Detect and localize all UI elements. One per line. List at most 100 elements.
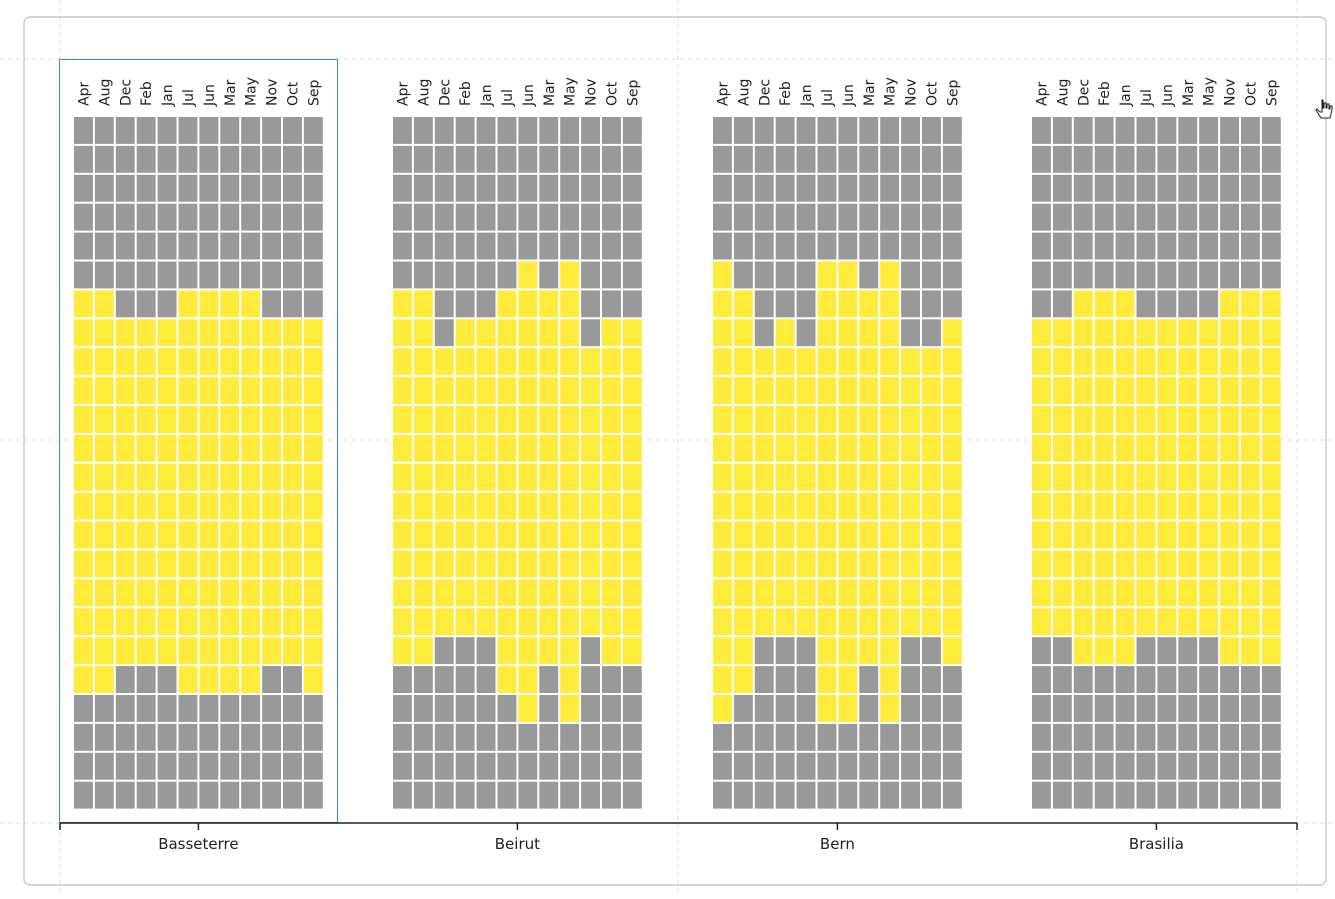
heatmap-cell[interactable] <box>1052 463 1072 491</box>
heatmap-cell[interactable] <box>581 348 600 376</box>
heatmap-cell[interactable] <box>1261 434 1281 462</box>
heatmap-cell[interactable] <box>262 463 281 491</box>
heatmap-cell[interactable] <box>713 261 732 289</box>
heatmap-cell[interactable] <box>817 319 837 347</box>
heatmap-cell[interactable] <box>220 203 240 231</box>
heatmap-cell[interactable] <box>115 492 135 520</box>
heatmap-cell[interactable] <box>733 666 753 693</box>
heatmap-cell[interactable] <box>1052 348 1072 376</box>
heatmap-cell[interactable] <box>1220 579 1239 607</box>
heatmap-cell[interactable] <box>1220 290 1239 318</box>
heatmap-cell[interactable] <box>1241 145 1260 173</box>
heatmap-cell[interactable] <box>497 695 517 722</box>
heatmap-cell[interactable] <box>1052 781 1072 809</box>
heatmap-cell[interactable] <box>560 521 580 549</box>
heatmap-cell[interactable] <box>1220 752 1239 780</box>
heatmap-cell[interactable] <box>838 492 858 520</box>
heatmap-cell[interactable] <box>713 695 732 722</box>
heatmap-cell[interactable] <box>1178 492 1198 520</box>
heatmap-cell[interactable] <box>754 521 774 549</box>
heatmap-cell[interactable] <box>733 348 753 376</box>
heatmap-cell[interactable] <box>178 319 198 347</box>
heatmap-cell[interactable] <box>622 723 642 751</box>
heatmap-cell[interactable] <box>1073 145 1093 173</box>
heatmap-cell[interactable] <box>1094 637 1114 665</box>
heatmap-cell[interactable] <box>455 752 475 780</box>
heatmap-cell[interactable] <box>518 434 538 462</box>
heatmap-cell[interactable] <box>476 695 496 722</box>
heatmap-cell[interactable] <box>560 377 580 404</box>
heatmap-cell[interactable] <box>622 781 642 809</box>
heatmap-cell[interactable] <box>178 203 198 231</box>
heatmap-cell[interactable] <box>922 695 941 722</box>
heatmap-cell[interactable] <box>1157 117 1177 144</box>
heatmap-cell[interactable] <box>1032 608 1051 636</box>
heatmap-cell[interactable] <box>602 290 621 318</box>
heatmap-cell[interactable] <box>220 463 240 491</box>
heatmap-cell[interactable] <box>539 145 559 173</box>
heatmap-cell[interactable] <box>199 463 219 491</box>
heatmap-cell[interactable] <box>476 232 496 260</box>
heatmap-cell[interactable] <box>1261 723 1281 751</box>
heatmap-cell[interactable] <box>922 261 941 289</box>
heatmap-cell[interactable] <box>581 781 600 809</box>
heatmap-cell[interactable] <box>1136 550 1156 578</box>
heatmap-cell[interactable] <box>775 521 795 549</box>
heatmap-cell[interactable] <box>262 377 281 404</box>
heatmap-cell[interactable] <box>199 117 219 144</box>
heatmap-cell[interactable] <box>942 261 962 289</box>
heatmap-cell[interactable] <box>157 723 177 751</box>
heatmap-cell[interactable] <box>754 723 774 751</box>
heatmap-cell[interactable] <box>1073 406 1093 433</box>
heatmap-cell[interactable] <box>581 406 600 433</box>
heatmap-cell[interactable] <box>455 723 475 751</box>
heatmap-cell[interactable] <box>303 117 323 144</box>
heatmap-cell[interactable] <box>1178 579 1198 607</box>
heatmap-cell[interactable] <box>413 492 433 520</box>
heatmap-cell[interactable] <box>199 290 219 318</box>
heatmap-cell[interactable] <box>1094 781 1114 809</box>
heatmap-cell[interactable] <box>1052 723 1072 751</box>
heatmap-cell[interactable] <box>1178 608 1198 636</box>
heatmap-cell[interactable] <box>880 752 900 780</box>
heatmap-cell[interactable] <box>262 145 281 173</box>
heatmap-cell[interactable] <box>1094 145 1114 173</box>
heatmap-cell[interactable] <box>1178 666 1198 693</box>
heatmap-cell[interactable] <box>602 723 621 751</box>
heatmap-cell[interactable] <box>497 781 517 809</box>
heatmap-cell[interactable] <box>733 232 753 260</box>
heatmap-cell[interactable] <box>455 117 475 144</box>
heatmap-cell[interactable] <box>602 579 621 607</box>
heatmap-cell[interactable] <box>817 348 837 376</box>
heatmap-cell[interactable] <box>838 695 858 722</box>
heatmap-cell[interactable] <box>241 666 261 693</box>
heatmap-cell[interactable] <box>1178 521 1198 549</box>
heatmap-cell[interactable] <box>1157 695 1177 722</box>
heatmap-cell[interactable] <box>901 695 920 722</box>
heatmap-cell[interactable] <box>539 290 559 318</box>
heatmap-cell[interactable] <box>880 463 900 491</box>
heatmap-cell[interactable] <box>922 232 941 260</box>
heatmap-cell[interactable] <box>220 319 240 347</box>
heatmap-cell[interactable] <box>602 752 621 780</box>
heatmap-cell[interactable] <box>115 261 135 289</box>
heatmap-cell[interactable] <box>754 492 774 520</box>
heatmap-cell[interactable] <box>220 492 240 520</box>
heatmap-cell[interactable] <box>560 695 580 722</box>
heatmap-cell[interactable] <box>1178 406 1198 433</box>
heatmap-cell[interactable] <box>775 637 795 665</box>
heatmap-cell[interactable] <box>880 550 900 578</box>
heatmap-cell[interactable] <box>199 406 219 433</box>
heatmap-cell[interactable] <box>1261 637 1281 665</box>
heatmap-cell[interactable] <box>1115 232 1135 260</box>
heatmap-cell[interactable] <box>922 608 941 636</box>
heatmap-cell[interactable] <box>539 406 559 433</box>
heatmap-cell[interactable] <box>838 117 858 144</box>
heatmap-cell[interactable] <box>303 377 323 404</box>
heatmap-cell[interactable] <box>539 752 559 780</box>
heatmap-cell[interactable] <box>518 579 538 607</box>
heatmap-cell[interactable] <box>455 492 475 520</box>
heatmap-cell[interactable] <box>838 637 858 665</box>
heatmap-cell[interactable] <box>1157 232 1177 260</box>
heatmap-cell[interactable] <box>775 666 795 693</box>
